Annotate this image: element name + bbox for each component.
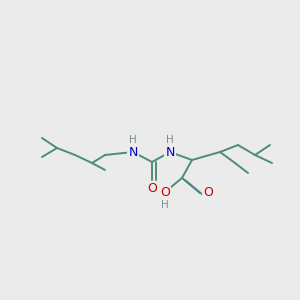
Text: O: O — [160, 185, 170, 199]
Text: O: O — [147, 182, 157, 194]
Text: N: N — [165, 146, 175, 158]
Text: H: H — [166, 135, 174, 145]
Text: O: O — [203, 187, 213, 200]
Text: N: N — [128, 146, 138, 158]
Text: H: H — [129, 135, 137, 145]
Text: H: H — [161, 200, 169, 210]
